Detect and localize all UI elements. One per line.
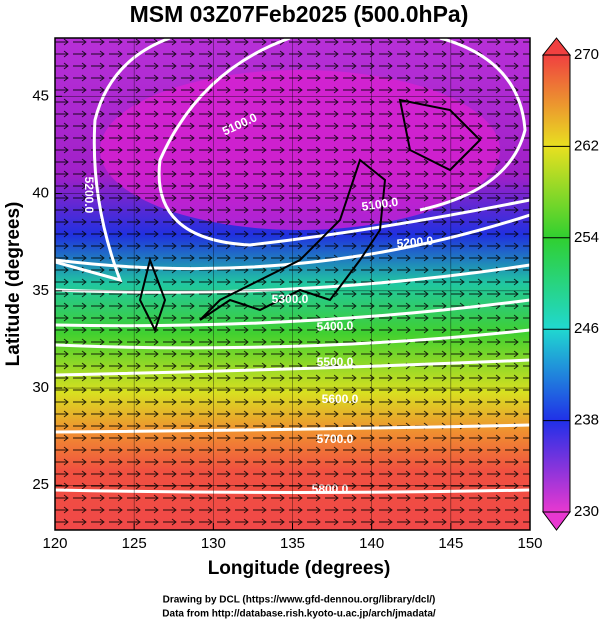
colorbar-tick-label: 238 bbox=[574, 412, 599, 429]
x-tick-label: 140 bbox=[359, 535, 384, 552]
colorbar-tick-label: 254 bbox=[574, 229, 599, 246]
contour-label: 5300.0 bbox=[272, 292, 309, 306]
title: MSM 03Z07Feb2025 (500.0hPa) bbox=[130, 1, 469, 27]
x-tick-label: 120 bbox=[42, 535, 67, 552]
y-tick-label: 30 bbox=[32, 379, 49, 396]
colorbar-tick-label: 246 bbox=[574, 320, 599, 337]
colorbar bbox=[541, 37, 572, 531]
colorbar-tick-label: 270 bbox=[574, 46, 599, 63]
y-tick-label: 45 bbox=[32, 87, 49, 104]
x-tick-label: 145 bbox=[438, 535, 463, 552]
contour-label: 5800.0 bbox=[312, 482, 349, 496]
y-axis-label: Latitude (degrees) bbox=[3, 202, 24, 367]
colorbar-tick-label: 230 bbox=[574, 503, 599, 520]
contour-label: 5200.0 bbox=[82, 177, 96, 214]
contour-label: 5500.0 bbox=[317, 355, 354, 369]
x-tick-label: 135 bbox=[280, 535, 305, 552]
x-tick-label: 150 bbox=[517, 535, 542, 552]
contour-label: 5100.0 bbox=[361, 195, 400, 214]
y-tick-label: 40 bbox=[32, 185, 49, 202]
y-tick-label: 35 bbox=[32, 282, 49, 299]
footer-line: Drawing by DCL (https://www.gfd-dennou.o… bbox=[163, 595, 436, 606]
footer-line: Data from http://database.rish.kyoto-u.a… bbox=[162, 609, 436, 620]
contour-label: 5700.0 bbox=[317, 432, 354, 446]
x-axis-label: Longitude (degrees) bbox=[208, 558, 391, 579]
y-tick-label: 25 bbox=[32, 476, 49, 493]
contour-label: 5200.0 bbox=[396, 234, 434, 251]
colorbar-tick-label: 262 bbox=[574, 137, 599, 154]
x-tick-label: 125 bbox=[122, 535, 147, 552]
contour-label: 5600.0 bbox=[322, 392, 359, 406]
contour-label: 5400.0 bbox=[316, 319, 353, 334]
x-tick-label: 130 bbox=[201, 535, 226, 552]
